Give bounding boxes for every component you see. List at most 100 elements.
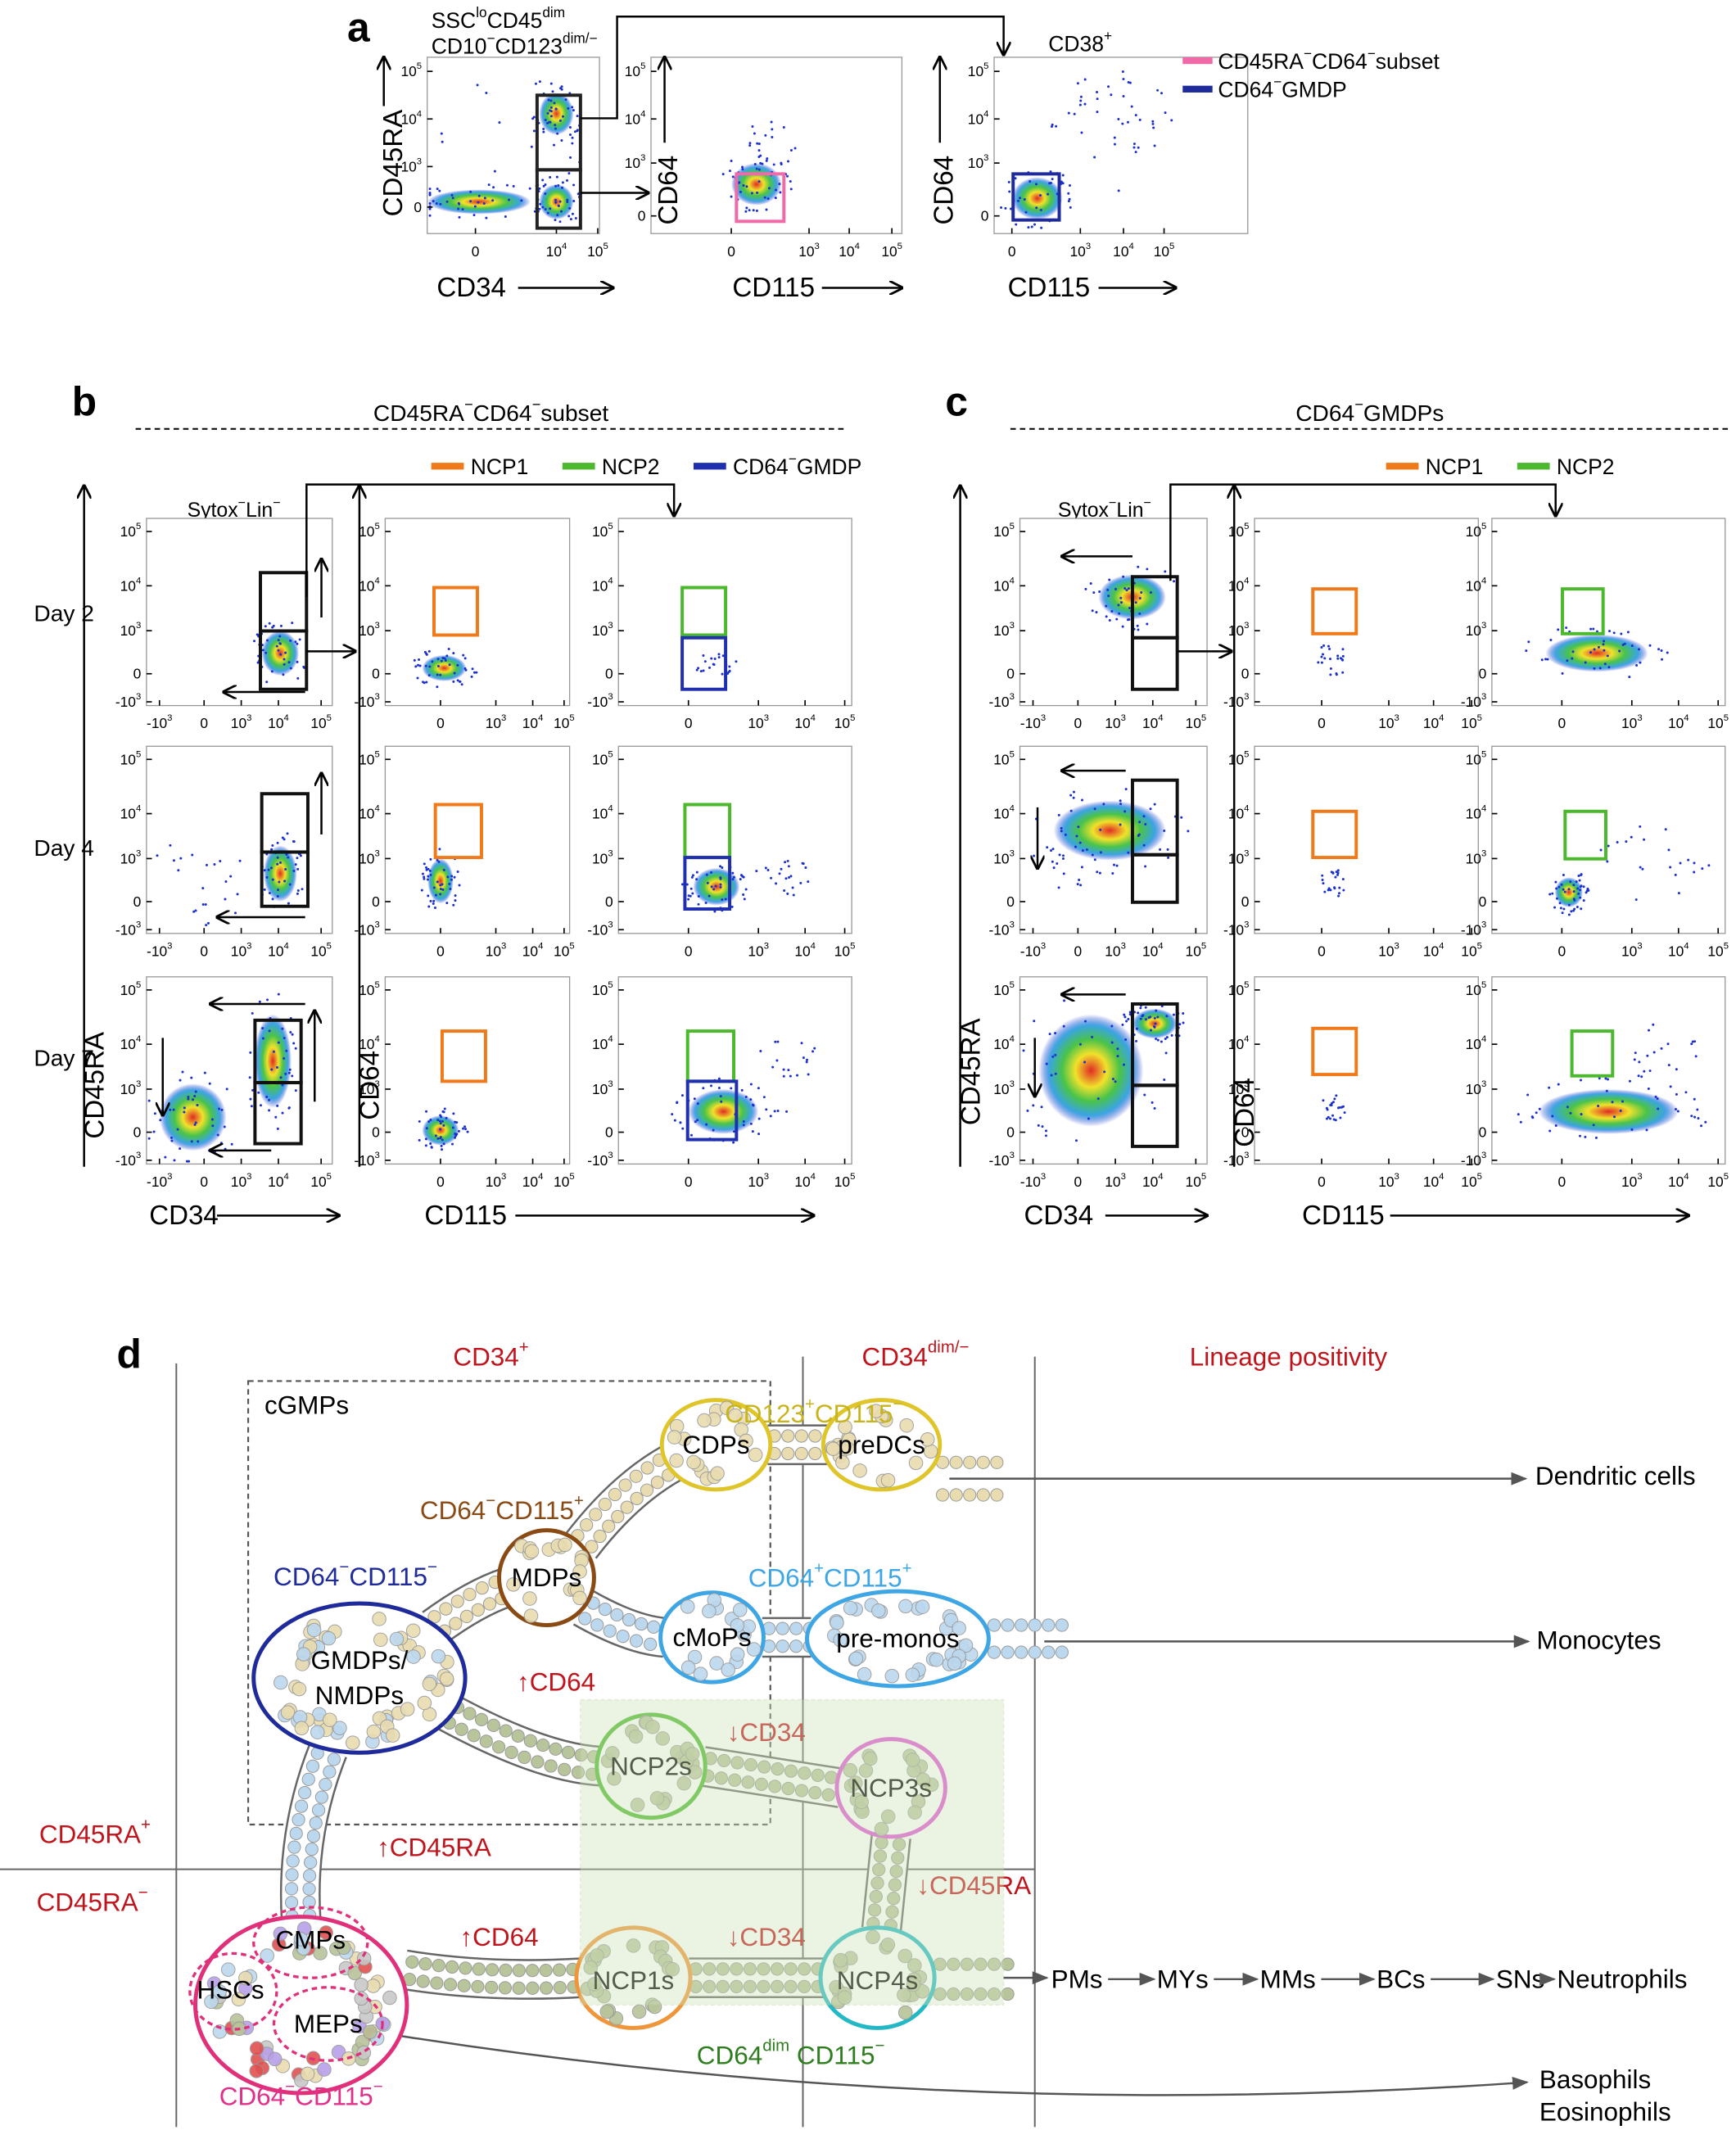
superscript: 3 (1395, 1172, 1399, 1182)
cell (305, 1759, 320, 1773)
event-dot (554, 219, 557, 222)
cell (443, 1978, 458, 1992)
event-dot (1652, 1051, 1656, 1054)
superscript: 5 (1201, 1172, 1206, 1182)
event-dot (1111, 871, 1114, 875)
x-tick-label: 0 (1318, 1174, 1326, 1190)
superscript: − (486, 1491, 495, 1510)
event-dot (461, 208, 464, 211)
event-dot (560, 85, 563, 88)
event-dot (1321, 874, 1324, 877)
text-segment: 10 (1378, 715, 1394, 731)
event-dot (430, 1146, 433, 1149)
cell (873, 1849, 888, 1863)
superscript: − (339, 1558, 349, 1576)
text-segment: 0 (1479, 666, 1487, 682)
event-dot (276, 894, 279, 898)
text-segment: Lin (1116, 500, 1143, 522)
event-dot (1322, 1099, 1325, 1102)
superscript: − (1109, 495, 1116, 510)
event-dot (1032, 1104, 1035, 1107)
event-dot (281, 1111, 284, 1115)
event-dot (276, 841, 279, 844)
event-dot (282, 673, 285, 676)
event-dot (176, 1128, 179, 1131)
event-dot (789, 149, 793, 151)
event-dot (294, 640, 297, 644)
y-tick-label: 103 (993, 848, 1015, 866)
event-dot (1046, 846, 1049, 849)
cell (629, 1469, 643, 1483)
event-dot (571, 212, 574, 215)
lineage-arrow (393, 2033, 1529, 2096)
text-segment: 10 (486, 943, 501, 959)
event-dot (776, 1109, 780, 1112)
text-segment: 10 (993, 751, 1009, 767)
event-dot (1628, 676, 1631, 679)
event-dot (224, 898, 227, 901)
event-dot (1639, 661, 1642, 664)
cell (794, 1429, 808, 1443)
y-tick-label: 0 (605, 893, 613, 910)
event-dot (462, 653, 465, 657)
cell (702, 1603, 717, 1619)
event-dot (1107, 595, 1110, 598)
y-tick-label: -103 (1223, 692, 1249, 710)
event-dot (1548, 1129, 1552, 1133)
event-dot (751, 1103, 754, 1106)
event-dot (774, 197, 777, 200)
event-dot (429, 1142, 432, 1146)
cell (771, 1762, 784, 1776)
event-dot (1336, 657, 1340, 660)
event-dot (721, 898, 724, 902)
cell (574, 1748, 588, 1762)
gate (1130, 852, 1179, 904)
event-dot (261, 1027, 264, 1030)
x-tick-label: 105 (1186, 941, 1207, 959)
event-dot (438, 848, 441, 851)
event-dot (542, 130, 545, 133)
event-dot (1099, 851, 1102, 854)
event-dot (742, 184, 745, 187)
row-label: Day 2 (34, 600, 94, 626)
event-dot (1694, 1055, 1698, 1058)
cell (590, 1948, 604, 1963)
gate (1570, 1029, 1615, 1078)
cell (485, 1963, 500, 1977)
event-dot (676, 1101, 679, 1104)
superscript: 4 (283, 1172, 288, 1182)
event-dot (549, 175, 552, 179)
cell (843, 1600, 858, 1616)
event-dot (695, 668, 698, 672)
superscript: 5 (608, 980, 613, 990)
y-tick-label: 104 (120, 1034, 142, 1052)
cell (273, 1926, 288, 1942)
x-tick-label: 104 (794, 1172, 816, 1190)
text-segment: 0 (1558, 1174, 1566, 1190)
column-header: CD34dim/− (861, 1338, 969, 1372)
legend-swatch (693, 463, 726, 470)
event-dot (1033, 1020, 1036, 1023)
event-dot (561, 115, 564, 118)
superscript: 5 (1724, 713, 1729, 723)
phenotype-label: CD64−CD115− (274, 1558, 437, 1590)
y-tick-label: 105 (968, 61, 989, 79)
superscript: 3 (374, 1079, 379, 1089)
gate (683, 856, 732, 911)
text-segment: 10 (1423, 943, 1439, 959)
event-dot (775, 188, 778, 192)
y-tick-label: -103 (988, 692, 1014, 710)
text-segment: 10 (1423, 1174, 1439, 1190)
change-label: ↑CD64 (459, 1923, 538, 1951)
cell (287, 1840, 301, 1854)
text-segment: 10 (1466, 577, 1481, 594)
event-dot (786, 859, 789, 862)
density-cloud (688, 1088, 759, 1134)
event-dot (1654, 1095, 1657, 1098)
event-dot (234, 911, 237, 915)
event-dot (1165, 1036, 1169, 1039)
event-dot (1320, 661, 1323, 664)
legend-label: CD64−GMDP (1218, 74, 1346, 102)
event-dot (436, 1137, 440, 1140)
